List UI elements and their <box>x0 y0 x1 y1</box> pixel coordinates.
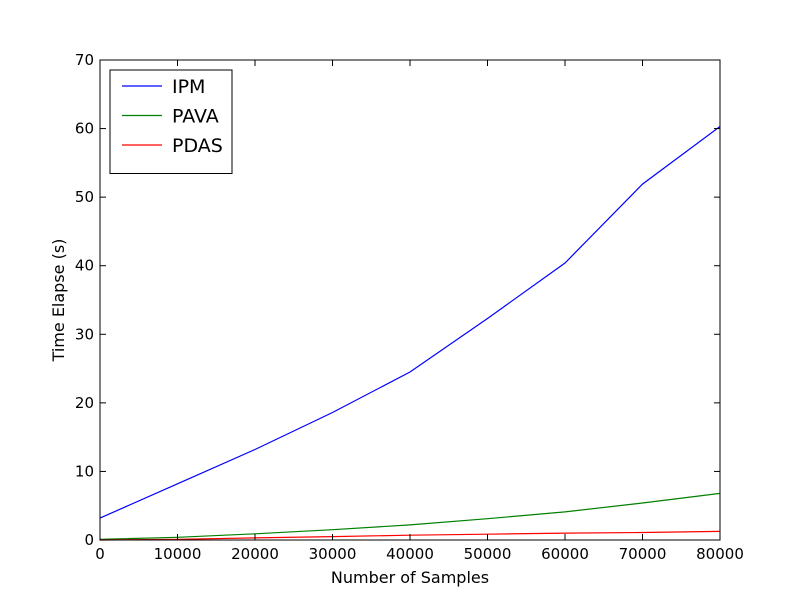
x-tick-label: 40000 <box>386 545 434 563</box>
series-line-ipm <box>99 126 721 519</box>
x-tick-label: 60000 <box>541 545 589 563</box>
legend-label-ipm: IPM <box>172 76 205 98</box>
x-tick-label: 50000 <box>464 545 512 563</box>
y-tick-label: 50 <box>75 188 94 206</box>
legend-box <box>109 69 233 174</box>
x-tick-label: 70000 <box>619 545 667 563</box>
y-tick-label: 70 <box>75 51 94 69</box>
y-axis-ticks: 0 10 20 30 40 50 60 70 <box>75 51 720 549</box>
y-tick-label: 30 <box>75 325 94 343</box>
x-tick-label: 80000 <box>696 545 744 563</box>
y-tick-label: 10 <box>75 462 94 480</box>
x-tick-label: 0 <box>95 545 105 563</box>
y-axis-label: Time Elapse (s) <box>49 239 68 363</box>
y-tick-label: 60 <box>75 120 94 138</box>
y-tick-label: 0 <box>84 531 94 549</box>
y-tick-label: 40 <box>75 257 94 275</box>
series-line-pava <box>99 492 721 540</box>
legend-label-pdas: PDAS <box>172 135 223 157</box>
legend: IPM PAVA PDAS <box>109 69 233 174</box>
x-tick-label: 20000 <box>231 545 279 563</box>
x-tick-label: 10000 <box>154 545 202 563</box>
x-axis-ticks: 0 10000 20000 30000 40000 50000 60000 70000 8000… <box>95 60 744 563</box>
x-tick-label: 30000 <box>309 545 357 563</box>
y-tick-label: 20 <box>75 394 94 412</box>
legend-label-pava: PAVA <box>172 106 219 128</box>
x-axis-label: Number of Samples <box>331 568 489 587</box>
